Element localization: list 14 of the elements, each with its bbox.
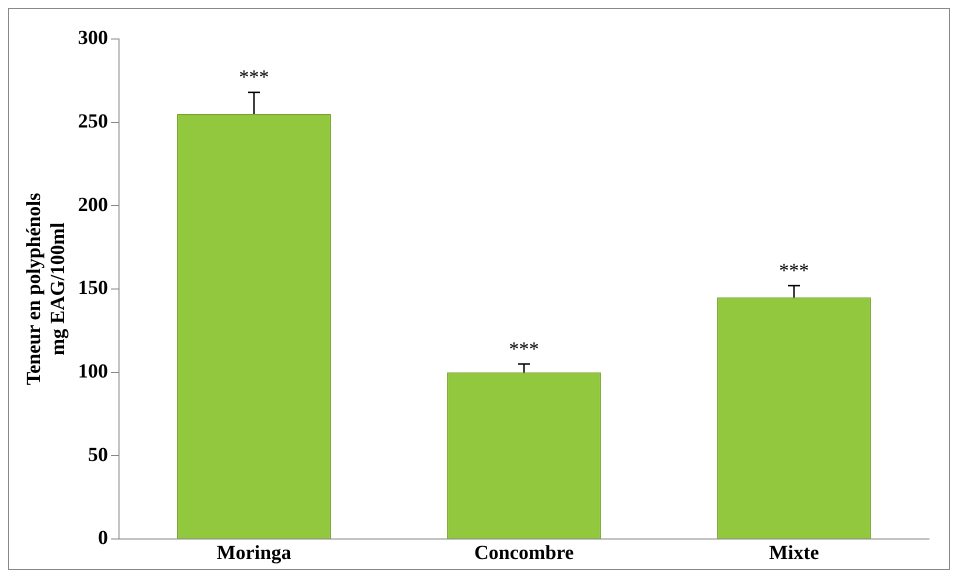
y-tick-label: 0 [98, 527, 108, 550]
y-tick-label: 100 [78, 360, 108, 383]
annotation: *** [239, 66, 269, 89]
y-tick-label: 300 [78, 27, 108, 50]
y-tick-label: 250 [78, 110, 108, 133]
annotation: *** [779, 260, 809, 282]
y-tick-label: 50 [88, 444, 108, 466]
annotation: *** [509, 338, 539, 360]
y-tick-label: 150 [78, 277, 108, 300]
y-axis-title: Teneur en polyphénols mg EAG/100ml [23, 192, 70, 386]
x-tick-label: Mixte [769, 542, 820, 564]
x-tick-label: Moringa [216, 542, 292, 564]
x-tick-label: Concombre [474, 542, 574, 564]
y-tick-label: 200 [78, 194, 108, 216]
